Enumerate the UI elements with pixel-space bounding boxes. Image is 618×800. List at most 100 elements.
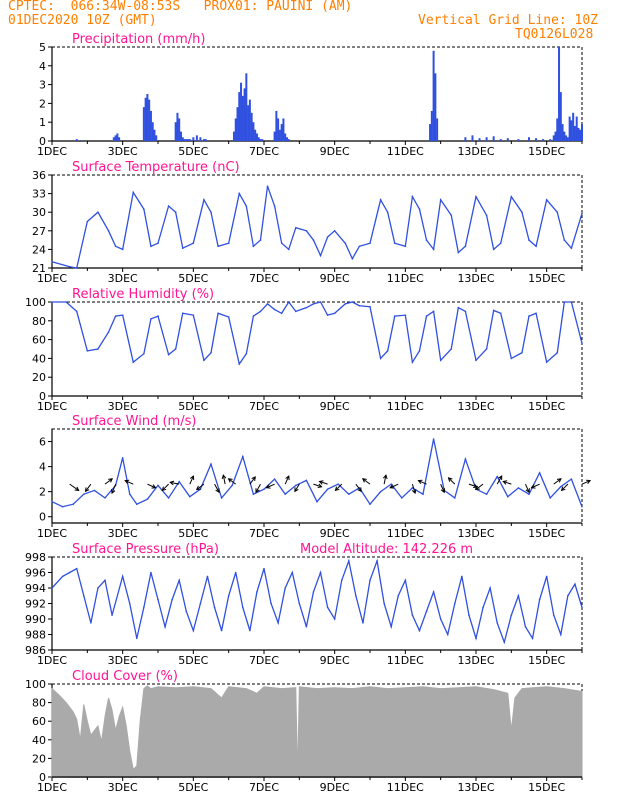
wind-arrow-head [560,486,566,492]
cloud-area [51,685,583,778]
temp-point [68,265,71,268]
temp-point [563,239,566,241]
wind-point [72,503,74,506]
wind-arrow [189,475,194,485]
wind-xtick-label: 1DEC [37,527,67,540]
temp-point [545,199,548,201]
pressure-point [446,633,449,636]
cloud-ytick-label: 60 [32,715,46,728]
rh-point [570,301,573,303]
pressure-point [234,571,237,574]
temp-point [521,211,523,213]
temp-point [252,245,255,248]
rh-point [319,301,322,303]
precip-ytick-label: 1 [39,116,46,129]
pressure-point [432,591,435,593]
precip-bar [183,139,186,141]
pressure-point [567,594,569,597]
pressure-point [227,594,230,597]
pressure-point [538,598,541,601]
rh-point [107,331,110,333]
wind-point [210,463,212,465]
precip-bar [552,135,555,141]
rh-point [167,353,170,356]
temp-point [492,248,495,251]
wind-ytick-label: 6 [39,436,46,449]
wind-point [411,487,414,489]
temp-point [439,199,442,201]
vertical-grid-note: Vertical Grid Line: 10Z [418,13,599,28]
precip-bar [284,133,287,141]
rh-point [351,301,354,303]
precip-bar [436,118,439,141]
temp-point [266,185,269,187]
precip-bar [174,122,177,141]
precip-bar [287,139,290,141]
precip-bar [202,139,205,141]
wind-arrow-head [111,489,116,495]
wind-arrow [85,483,92,492]
rh-point [475,359,477,362]
wind-arrow-head [265,484,271,489]
wind-arrow-head [498,475,503,481]
wind-arrow-head [440,488,446,494]
rh-point [404,314,407,316]
rh-point [499,312,502,315]
pressure-point [312,591,315,593]
precip-bar [192,137,195,141]
pressure-point [104,579,106,582]
wind-arrow-head [161,486,167,492]
rh-point [379,357,382,360]
wind-xtick-label: 9DEC [320,527,350,540]
temp-point [475,195,477,198]
wind-arrow [531,483,540,489]
pressure-point [454,602,456,605]
precip-bar [429,124,432,141]
precip-bar [114,135,117,141]
pressure-point [90,622,92,624]
precip-bar [282,118,285,141]
pressure-point [220,629,223,632]
temp-point [107,230,110,232]
precip-bar [556,118,559,141]
wind-xtick-label: 3DEC [108,527,138,540]
pressure-model-altitude: Model Altitude: 142.226 m [300,542,473,557]
rh-point [312,303,315,305]
rh-point [563,301,566,303]
pressure-point [213,606,216,609]
pressure-point [136,637,138,640]
rh-point [181,312,184,315]
rh-point [273,308,276,311]
wind-arrow [468,483,478,488]
pressure-point [503,641,506,644]
wind-xtick-label: 13DEC [457,527,494,540]
precip-bar [261,139,264,141]
precip-bar [144,97,147,141]
wind-arrow-head [502,480,508,485]
rh-point [305,306,308,309]
precip-bar [573,125,576,141]
cloud-xtick-label: 13DEC [457,781,494,794]
cloud-xtick-label: 1DEC [37,781,67,794]
pressure-point [171,598,173,601]
cloud-ytick-label: 80 [32,697,46,710]
wind-arrow-head [389,484,395,489]
wind-arrow [104,478,113,485]
rh-point [556,351,559,354]
pressure-point [348,560,350,562]
temp-point [114,245,117,248]
wind-point [581,505,583,508]
rh-point [121,314,124,316]
temp-ytick-label: 33 [32,188,46,201]
precip-xtick-label: 7DEC [249,145,279,158]
pressure-point [157,598,159,601]
wind-point [51,500,53,503]
rh-point [192,314,195,316]
wind-arrow [284,475,290,485]
precip-bar [142,107,145,141]
precip-bar [232,131,235,141]
wind-xtick-label: 5DEC [178,527,208,540]
temp-point [464,245,467,248]
wind-arrow [170,481,180,485]
run-code: TQ0126L028 [515,27,594,42]
